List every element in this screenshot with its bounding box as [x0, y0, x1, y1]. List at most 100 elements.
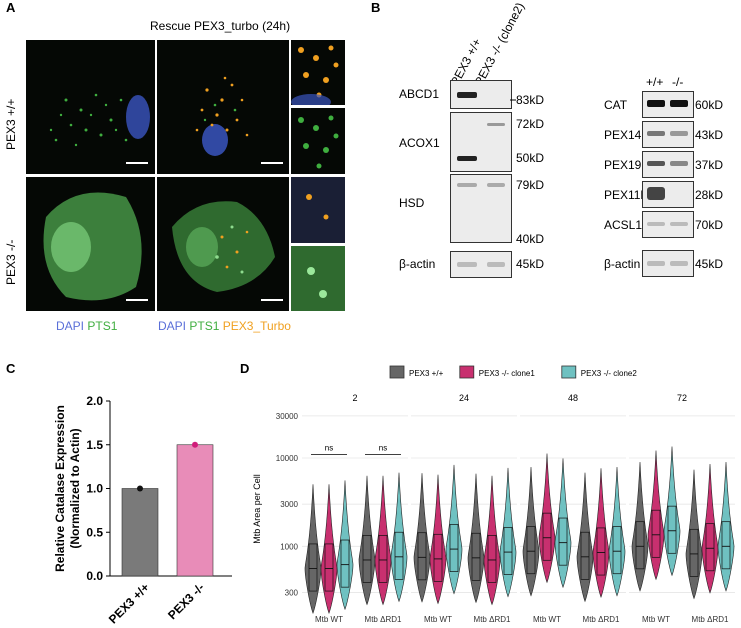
box	[612, 526, 622, 575]
catalase-bar-chart: 0.0 0.5 1.0 1.5 2.0 Relative Catalase Express…	[53, 394, 232, 626]
blot-actin-right	[642, 250, 694, 277]
marker-acox1-50: 50kD	[516, 151, 545, 165]
box	[667, 505, 677, 554]
blot-label-actin-right: β-actin	[604, 257, 641, 271]
inset-ko-pts1	[291, 246, 345, 311]
point-0	[137, 485, 143, 492]
marker-actin-left: 45kD	[516, 257, 545, 271]
inset-wt-merge	[291, 40, 345, 105]
box	[526, 526, 536, 575]
marker-actin-right: 45kD	[695, 257, 724, 271]
box	[487, 535, 497, 583]
box	[362, 535, 372, 583]
x-tick-label: Mtb ΔRD1	[474, 615, 511, 624]
x-tick-label: Mtb WT	[642, 615, 670, 624]
box	[324, 543, 334, 592]
mtb-violin-chart: PEX3 +/+ PEX3 -/- clone1 PEX3 -/- clone2 Mt…	[252, 365, 735, 624]
blot-abcd1	[450, 80, 512, 109]
legend-swatch-0	[389, 365, 405, 379]
facet-label-48: 48	[568, 393, 578, 403]
panel-a-letter: A	[6, 0, 16, 15]
inset-wt-pts1	[291, 108, 345, 174]
blot-label-actin-left: β-actin	[399, 257, 436, 271]
marker-hsd-40: 40kD	[516, 232, 545, 246]
box	[308, 543, 318, 592]
y-tick-label: 300	[285, 588, 299, 597]
blot-label-acox1: ACOX1	[399, 136, 440, 150]
blot-pex11b	[642, 181, 694, 208]
micrograph-wt-pts1	[26, 40, 155, 174]
y-tick-label: 30000	[276, 412, 299, 421]
y-tick-label: 2.0	[86, 394, 103, 408]
x-tick-label: Mtb WT	[424, 615, 452, 624]
box	[394, 531, 404, 580]
box	[340, 539, 350, 588]
blot-hsd	[450, 174, 512, 243]
box	[635, 521, 645, 570]
marker-cat: 60kD	[695, 98, 724, 112]
legend-swatch-1	[459, 365, 475, 379]
legend-left: DAPI PTS1	[56, 319, 118, 333]
blot-label-hsd: HSD	[399, 196, 425, 210]
y-tick-label: 10000	[276, 454, 299, 463]
legend-label-1: PEX3 -/- clone1	[479, 369, 536, 378]
y-tick-label: 1.5	[86, 438, 103, 452]
blot-pex19	[642, 151, 694, 178]
y-axis-label: Mtb Area per Cell	[252, 474, 262, 544]
x-tick-label-0: PEX3 +/+	[106, 580, 152, 626]
marker-pex14: 43kD	[695, 128, 724, 142]
row-label-wt: PEX3 +/+	[4, 98, 18, 150]
micrograph-ko-pts1	[26, 177, 155, 311]
x-tick-label: Mtb ΔRD1	[583, 615, 620, 624]
facet-panel	[520, 410, 626, 608]
panel-a-title: Rescue PEX3_turbo (24h)	[150, 19, 291, 33]
facet-panel	[629, 410, 735, 608]
x-tick-label: Mtb WT	[315, 615, 343, 624]
box	[433, 533, 443, 582]
box	[503, 527, 513, 575]
y-axis-label: Relative Catalase Expression	[53, 405, 67, 572]
marker-acsl1: 70kD	[695, 218, 724, 232]
sig-label: ns	[379, 443, 387, 452]
y-axis-label: (Normalized to Actin)	[68, 428, 82, 548]
box	[449, 524, 459, 572]
box	[651, 509, 661, 558]
blot-acox1	[450, 112, 512, 172]
facet-label-24: 24	[459, 393, 469, 403]
sig-label: ns	[325, 443, 333, 452]
y-tick-label: 1.0	[86, 482, 103, 496]
marker-acox1-72: 72kD	[516, 117, 545, 131]
blot-label-pex14: PEX14	[604, 128, 642, 142]
marker-pex11b: 28kD	[695, 188, 724, 202]
y-tick-label: 3000	[280, 500, 298, 509]
y-tick-label: 0.5	[86, 525, 103, 539]
bar-0	[121, 488, 159, 577]
y-tick-label: 0.0	[86, 569, 103, 583]
micrograph-wt-merge	[157, 40, 289, 174]
x-tick-label: Mtb ΔRD1	[365, 615, 402, 624]
box	[596, 527, 606, 576]
box	[705, 523, 715, 572]
right-header-wt: +/+	[646, 75, 664, 89]
blot-label-acsl1: ACSL1	[604, 218, 643, 232]
bar-1	[176, 444, 214, 577]
facet-label-72: 72	[677, 393, 687, 403]
blot-label-pex19: PEX19	[604, 158, 642, 172]
box	[542, 512, 552, 561]
blot-actin-left	[450, 251, 512, 278]
panel-c-letter: C	[6, 361, 16, 376]
right-header-ko: -/-	[672, 75, 684, 89]
legend-label-0: PEX3 +/+	[409, 369, 444, 378]
box	[471, 532, 481, 581]
marker-hsd-79: 79kD	[516, 178, 545, 192]
box	[689, 528, 699, 577]
box	[378, 535, 388, 583]
legend-swatch-2	[561, 365, 577, 379]
blot-label-cat: CAT	[604, 98, 628, 112]
box	[417, 532, 427, 581]
blot-label-abcd1: ABCD1	[399, 87, 440, 101]
legend-right: DAPI PTS1 PEX3_Turbo	[158, 319, 291, 333]
point-1	[192, 441, 198, 448]
blot-cat	[642, 91, 694, 118]
inset-ko-merge	[291, 177, 345, 243]
